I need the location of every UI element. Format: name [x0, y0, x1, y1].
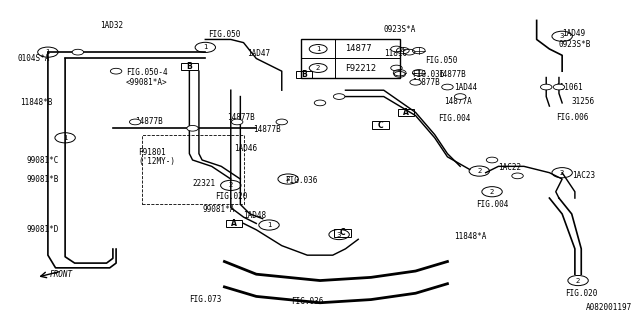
Text: 11848*A: 11848*A: [454, 232, 486, 241]
Circle shape: [276, 119, 287, 125]
Text: A: A: [231, 219, 237, 228]
Circle shape: [394, 71, 405, 77]
Text: 3: 3: [560, 33, 564, 39]
Text: FIG.050: FIG.050: [209, 30, 241, 39]
Text: FIG.036: FIG.036: [291, 297, 324, 306]
Circle shape: [410, 79, 421, 85]
Text: 1AD32: 1AD32: [100, 21, 124, 30]
Text: 2: 2: [228, 182, 233, 188]
Circle shape: [232, 119, 243, 125]
Text: 2: 2: [286, 176, 291, 182]
Text: 1: 1: [316, 46, 321, 52]
Text: ('12MY-): ('12MY-): [138, 157, 175, 166]
Bar: [225, 220, 243, 227]
Bar: [397, 108, 415, 116]
Text: 1: 1: [45, 49, 50, 55]
Circle shape: [314, 100, 326, 106]
Text: FIG.036: FIG.036: [412, 70, 445, 79]
Text: 11810: 11810: [384, 49, 407, 58]
Bar: [296, 70, 312, 78]
Text: 1AD47: 1AD47: [246, 49, 270, 58]
Circle shape: [110, 68, 122, 74]
Text: C: C: [378, 121, 383, 130]
Text: FIG.073: FIG.073: [189, 295, 221, 304]
Circle shape: [391, 46, 402, 52]
Text: 14877B: 14877B: [228, 113, 255, 122]
Circle shape: [187, 125, 198, 131]
Text: 31256: 31256: [572, 97, 595, 106]
Circle shape: [540, 84, 552, 90]
Text: 1AD49: 1AD49: [562, 28, 585, 38]
Circle shape: [129, 119, 141, 125]
Text: 1AD46: 1AD46: [234, 144, 257, 153]
Text: 99081*B: 99081*B: [27, 174, 60, 184]
Text: FIG.050: FIG.050: [425, 56, 458, 65]
Text: 2: 2: [316, 65, 321, 71]
Text: B: B: [186, 62, 192, 71]
Text: 99081*D: 99081*D: [27, 225, 60, 234]
Text: 14877A: 14877A: [444, 97, 472, 106]
Text: 1AD48: 1AD48: [244, 211, 267, 220]
Bar: [334, 229, 351, 237]
Text: FIG.020: FIG.020: [565, 289, 598, 298]
Bar: [141, 135, 244, 204]
Text: 99081*A: 99081*A: [202, 205, 234, 214]
Text: 1AC22: 1AC22: [499, 164, 522, 172]
Text: 22321: 22321: [193, 179, 216, 188]
Text: 1AD44: 1AD44: [454, 83, 477, 92]
Text: 0104S*A: 0104S*A: [17, 54, 50, 63]
Circle shape: [553, 84, 564, 90]
Text: FIG.006: FIG.006: [556, 113, 588, 122]
Text: 2: 2: [560, 170, 564, 176]
Text: 14877B: 14877B: [135, 117, 163, 126]
Text: 0923S*B: 0923S*B: [559, 40, 591, 49]
Circle shape: [442, 84, 453, 90]
Text: A082001197: A082001197: [586, 303, 632, 312]
Text: FIG.004: FIG.004: [476, 200, 509, 209]
Text: 11848*B: 11848*B: [20, 99, 53, 108]
Text: FRONT: FRONT: [49, 270, 72, 279]
Circle shape: [391, 65, 402, 71]
Text: FIG.020: FIG.020: [215, 192, 247, 201]
Text: 1: 1: [203, 44, 207, 50]
Text: F92212: F92212: [346, 63, 376, 73]
Circle shape: [512, 173, 524, 179]
Text: 3: 3: [337, 232, 341, 237]
Circle shape: [486, 157, 498, 163]
Text: A: A: [403, 108, 409, 117]
Circle shape: [403, 49, 415, 55]
Text: 2: 2: [477, 168, 481, 174]
Text: 0923S*A: 0923S*A: [384, 25, 416, 35]
Text: 14877B: 14877B: [253, 125, 281, 134]
Text: <99081*A>: <99081*A>: [125, 78, 167, 87]
Text: FIG.050-4: FIG.050-4: [125, 68, 167, 77]
Text: 99081*C: 99081*C: [27, 156, 60, 164]
Circle shape: [72, 49, 84, 55]
Text: C: C: [339, 228, 345, 237]
Text: 2: 2: [576, 277, 580, 284]
Text: B: B: [301, 70, 307, 79]
Circle shape: [454, 94, 466, 100]
Text: FIG.004: FIG.004: [438, 114, 470, 123]
Text: 1: 1: [267, 222, 271, 228]
Text: 14877B: 14877B: [438, 70, 466, 79]
Text: F91801: F91801: [138, 148, 166, 156]
Bar: [301, 39, 399, 77]
Bar: [181, 63, 198, 70]
Text: 2: 2: [490, 189, 494, 195]
Text: 1AC23: 1AC23: [572, 172, 595, 180]
Text: 1: 1: [63, 135, 67, 141]
Text: 14877B: 14877B: [412, 78, 440, 87]
Text: FIG.036: FIG.036: [285, 176, 317, 185]
Bar: [372, 121, 389, 129]
Circle shape: [333, 94, 345, 100]
Text: A11061: A11061: [556, 83, 584, 92]
Text: 14877: 14877: [346, 44, 372, 53]
